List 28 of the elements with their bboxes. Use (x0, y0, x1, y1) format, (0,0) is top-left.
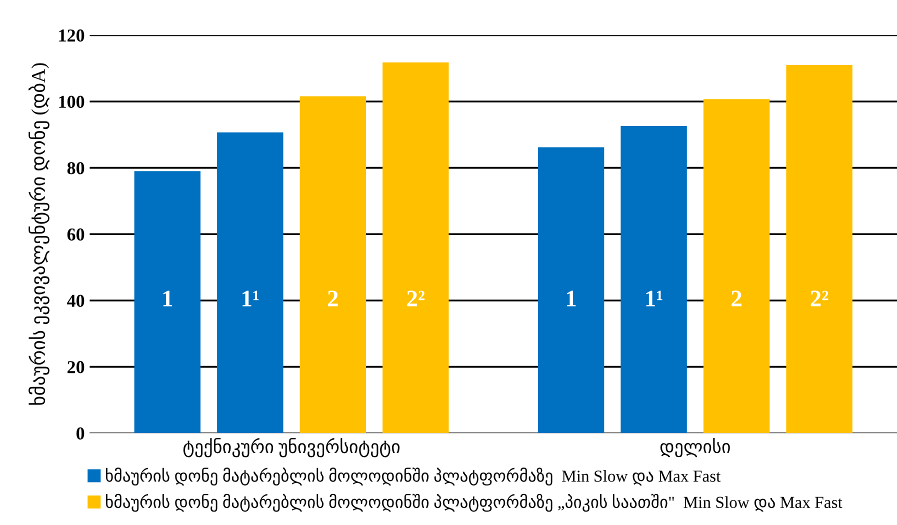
bar (703, 99, 770, 434)
annotation: 2² (810, 290, 828, 306)
legend-label: ხმაურის დონე მატარებლის მოლოდინში პლატფორმაზე „პიკის საათში" Min Slow და Max Fast (106, 494, 842, 512)
y-tick-label: 80 (67, 162, 84, 174)
bar (134, 171, 200, 434)
annotation: 1 (163, 290, 172, 306)
annotation: 1 (567, 290, 576, 306)
y-axis-title: ხმაურის ეკვივალენტური დონე (დბA) (28, 63, 50, 405)
bar (300, 96, 366, 434)
legend-label: ხმაურის დონე მატარებლის მოლოდინში პლატფორმაზე Min Slow და Max Fast (106, 468, 721, 486)
annotation: 1¹ (646, 290, 662, 306)
bar (786, 65, 852, 434)
y-tick-label: 120 (59, 29, 84, 42)
annotation: 2 (732, 290, 742, 306)
annotation: 2 (328, 290, 338, 306)
y-tick-label: 0 (76, 427, 84, 440)
annotation: 2² (407, 290, 425, 306)
bar (382, 62, 449, 434)
bar (538, 147, 604, 434)
x-tick-label: ტექნიკური უნივერსიტეტი (183, 438, 400, 458)
y-tick-label: 60 (67, 228, 84, 241)
y-tick-label: 100 (59, 96, 84, 108)
y-tick-label: 20 (68, 361, 84, 374)
bar (217, 132, 284, 434)
bar (620, 126, 687, 434)
y-tick-label: 40 (67, 294, 84, 307)
x-tick-label: დელისი (660, 438, 730, 458)
annotation: 1¹ (242, 290, 259, 306)
